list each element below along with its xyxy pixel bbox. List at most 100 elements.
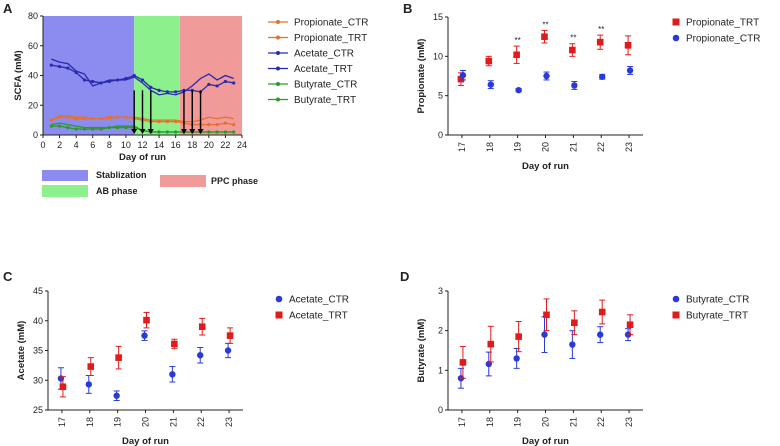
y-tick-label: 15 <box>433 12 443 22</box>
data-point <box>232 81 236 85</box>
ppc-phase-swatch <box>160 175 206 187</box>
stabilization-swatch <box>42 170 88 181</box>
x-tick-label: 22 <box>220 140 230 150</box>
x-tick-label: 17 <box>457 417 467 427</box>
x-tick-label: 20 <box>204 140 214 150</box>
y-tick-label: 25 <box>33 405 43 415</box>
x-tick-label: 12 <box>137 140 147 150</box>
y-tick-label: 40 <box>33 316 43 326</box>
y-tick-label: 45 <box>33 286 43 296</box>
data-point <box>66 66 70 70</box>
phase-stabilization-band <box>43 16 135 135</box>
data-point <box>207 82 211 87</box>
data-point-square <box>596 38 604 46</box>
x-tick-label: 18 <box>187 140 197 150</box>
x-tick-label: 23 <box>224 417 234 427</box>
data-point <box>207 122 211 127</box>
x-tick-label: 21 <box>568 142 578 152</box>
data-point-circle <box>515 86 522 94</box>
data-point-circle <box>513 355 520 362</box>
arrow-head <box>147 129 154 134</box>
y-axis-title: Acetate (mM) <box>16 321 27 381</box>
arrow-head <box>139 129 146 134</box>
data-point-square <box>626 321 634 329</box>
legend-marker-circle <box>672 34 680 42</box>
y-axis-title: Butyrate (mM) <box>416 319 427 383</box>
data-point <box>82 78 87 82</box>
data-point-circle <box>85 381 92 388</box>
data-point <box>49 63 53 67</box>
data-point <box>91 79 95 84</box>
x-axis-title: Day of run <box>522 436 569 446</box>
y-tick-label: 40 <box>28 71 38 81</box>
ab-phase-swatch <box>42 185 88 197</box>
data-point-circle <box>113 392 120 399</box>
data-point <box>232 122 236 127</box>
data-point <box>165 90 169 94</box>
legend-label: Acetate_CTR <box>289 295 349 306</box>
legend-marker-circle <box>672 295 680 303</box>
legend-marker <box>276 66 280 71</box>
y-tick-label: 20 <box>28 100 38 110</box>
data-point-square <box>515 333 522 340</box>
x-tick-label: 22 <box>596 417 606 427</box>
stabilization-label: Stablization <box>96 170 147 180</box>
y-tick-label: 2 <box>438 326 443 336</box>
y-tick-label: 0 <box>438 130 443 140</box>
arrow-head <box>189 129 196 134</box>
data-point <box>82 127 87 131</box>
y-tick-label: 10 <box>433 51 443 61</box>
data-point-circle <box>569 341 576 348</box>
panel-label-b: B <box>403 1 412 16</box>
legend-label: Butyrate_CTR <box>686 295 749 306</box>
data-point-circle <box>224 347 232 354</box>
data-point-square <box>143 316 150 324</box>
panel-label-a: A <box>3 1 13 16</box>
x-axis-title: Day of run <box>522 161 569 172</box>
data-point-circle <box>541 331 548 338</box>
y-tick-label: 0 <box>438 405 443 415</box>
data-point-square <box>624 42 632 49</box>
data-point-square <box>115 354 122 361</box>
y-tick-label: 3 <box>438 286 443 296</box>
x-tick-label: 20 <box>541 142 551 152</box>
legend-marker <box>276 51 280 55</box>
x-tick-label: 22 <box>196 417 206 427</box>
y-tick-label: 35 <box>33 346 43 356</box>
legend-label: Acetate_CTR <box>294 49 354 60</box>
data-point <box>57 64 62 69</box>
legend-label: Propionate_CTR <box>686 34 760 45</box>
x-tick-label: 2 <box>57 140 62 150</box>
data-point <box>49 124 53 128</box>
legend-label: Propionate_TRT <box>294 33 367 44</box>
x-tick-label: 19 <box>513 142 523 152</box>
data-point <box>149 85 153 89</box>
data-point <box>91 127 95 131</box>
x-tick-label: 17 <box>57 417 67 427</box>
data-point-circle <box>597 331 604 338</box>
x-tick-label: 19 <box>513 417 523 427</box>
data-point <box>140 78 145 82</box>
x-tick-label: 6 <box>90 140 95 150</box>
data-point-circle <box>197 352 204 359</box>
data-point <box>157 88 161 92</box>
data-point <box>66 125 70 130</box>
significance-mark: ** <box>598 25 604 34</box>
data-point <box>74 127 78 131</box>
data-point-square <box>487 340 495 348</box>
x-tick-label: 22 <box>596 142 606 152</box>
series-line-acetate_trt <box>51 58 234 96</box>
x-tick-label: 14 <box>154 140 164 150</box>
x-tick-label: 18 <box>85 417 95 427</box>
legend-label: Butyrate_TRT <box>686 311 748 322</box>
arrow-head <box>180 129 187 134</box>
x-axis-title: Day of run <box>122 436 169 446</box>
y-tick-label: 1 <box>438 365 443 375</box>
ab-phase-label: AB phase <box>96 186 138 196</box>
data-point <box>223 121 228 125</box>
data-point-square <box>171 340 178 348</box>
legend-marker-square <box>672 18 680 26</box>
